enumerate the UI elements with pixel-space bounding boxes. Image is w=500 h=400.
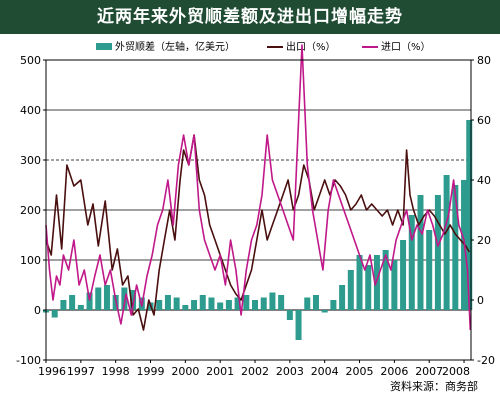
bar-trade-surplus	[278, 295, 285, 310]
bar-trade-surplus	[86, 292, 93, 310]
x-tick-label: 1996	[38, 365, 66, 378]
bar-trade-surplus	[434, 195, 441, 310]
bar-trade-surplus	[182, 305, 189, 310]
left-tick-label: 300	[20, 154, 41, 167]
line-export	[45, 134, 470, 331]
bar-trade-surplus	[199, 295, 206, 310]
bar-trade-surplus	[321, 310, 328, 313]
left-axis-ticks: -100 0 100 200 300 400 500	[16, 54, 46, 367]
bar-trade-surplus	[356, 255, 363, 310]
bar-trade-surplus	[173, 297, 180, 310]
bar-trade-surplus	[164, 295, 171, 310]
bar-trade-surplus	[426, 230, 433, 310]
bar-trade-surplus	[466, 120, 473, 310]
bar-trade-surplus	[408, 215, 415, 310]
x-tick-label: 1998	[102, 365, 130, 378]
right-tick-label: 40	[477, 174, 491, 187]
left-tick-label: 400	[20, 104, 41, 117]
bar-trade-surplus	[130, 290, 137, 310]
bar-trade-surplus	[312, 295, 319, 310]
bar-trade-surplus	[373, 255, 380, 310]
bar-trade-surplus	[121, 287, 128, 310]
bar-trade-surplus	[330, 300, 337, 310]
right-tick-label: -20	[477, 354, 495, 367]
x-tick-label: 2002	[241, 365, 269, 378]
right-tick-label: 60	[477, 114, 491, 127]
bar-trade-surplus	[417, 195, 424, 310]
bar-trade-surplus	[208, 297, 215, 310]
legend-label: 进口（%）	[381, 41, 431, 53]
bar-trade-surplus	[286, 310, 293, 320]
bar-trade-surplus	[103, 285, 110, 310]
bar-trade-surplus	[191, 300, 198, 310]
bar-trade-surplus	[443, 175, 450, 310]
x-axis-ticks: 1996 1997 1998 1999 2000 2001 2002 2003 2004 2005…	[38, 360, 470, 378]
right-tick-label: 80	[477, 54, 491, 67]
source-note: 资料来源：商务部	[390, 379, 478, 393]
bar-trade-surplus	[77, 305, 84, 310]
bar-trade-surplus	[452, 185, 459, 310]
line-import	[45, 44, 472, 331]
bar-trade-surplus	[304, 297, 311, 310]
x-tick-label: 1997	[67, 365, 95, 378]
bar-trade-surplus	[400, 240, 407, 310]
x-tick-label: 2000	[171, 365, 199, 378]
bar-trade-surplus	[234, 297, 241, 310]
bar-trade-surplus	[95, 287, 102, 310]
title-bar	[0, 0, 500, 34]
left-tick-label: -100	[16, 354, 41, 367]
bar-trade-surplus	[260, 297, 267, 310]
chart-title: 近两年来外贸顺差额及进出口增幅走势	[97, 7, 403, 27]
bar-trade-surplus	[269, 292, 276, 310]
bar-trade-surplus	[391, 260, 398, 310]
x-tick-label: 2004	[311, 365, 339, 378]
bar-trade-surplus	[347, 270, 354, 310]
right-tick-label: 0	[477, 294, 484, 307]
bar-trade-surplus	[365, 265, 372, 310]
legend: 外贸顺差（左轴，亿美元） 出口（%） 进口（%）	[96, 40, 431, 53]
legend-label: 外贸顺差（左轴，亿美元）	[115, 40, 235, 53]
bar-trade-surplus	[60, 300, 67, 310]
x-tick-label: 1999	[137, 365, 165, 378]
left-tick-label: 500	[20, 54, 41, 67]
left-tick-label: 0	[34, 304, 41, 317]
bar-trade-surplus	[156, 300, 163, 310]
x-tick-label: 2003	[276, 365, 304, 378]
bar-trade-surplus	[69, 295, 76, 310]
right-axis-ticks: -20 0 20 40 60 80	[471, 54, 495, 367]
bar-trade-surplus	[339, 285, 346, 310]
bar-trade-surplus	[295, 310, 302, 340]
x-tick-label: 2005	[346, 365, 374, 378]
left-tick-label: 100	[20, 254, 41, 267]
left-tick-label: 200	[20, 204, 41, 217]
bar-trade-surplus	[382, 250, 389, 310]
bar-trade-surplus	[225, 300, 232, 310]
bar-trade-surplus	[51, 310, 58, 318]
x-tick-label: 2001	[206, 365, 234, 378]
bar-trade-surplus	[217, 302, 224, 310]
bar-trade-surplus	[243, 295, 250, 310]
x-tick-label: 2008	[442, 365, 470, 378]
right-tick-label: 20	[477, 234, 491, 247]
x-tick-label: 2007	[415, 365, 443, 378]
bar-trade-surplus	[252, 300, 259, 310]
x-tick-label: 2006	[380, 365, 408, 378]
line-series	[45, 44, 472, 331]
legend-label: 出口（%）	[286, 40, 336, 53]
legend-swatch-bar	[96, 43, 112, 50]
